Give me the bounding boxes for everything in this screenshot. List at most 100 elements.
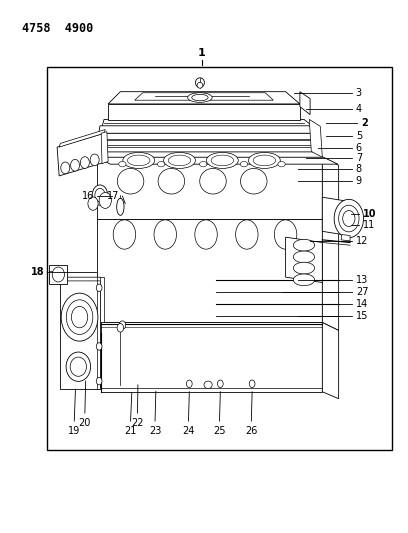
Polygon shape xyxy=(322,219,339,330)
Polygon shape xyxy=(341,235,350,241)
Ellipse shape xyxy=(293,262,315,274)
Polygon shape xyxy=(99,140,319,145)
Ellipse shape xyxy=(66,300,93,335)
Ellipse shape xyxy=(71,306,88,328)
Ellipse shape xyxy=(204,381,212,389)
Polygon shape xyxy=(57,133,105,176)
Text: 5: 5 xyxy=(356,131,362,141)
Polygon shape xyxy=(60,277,104,281)
Text: 12: 12 xyxy=(356,236,368,246)
Polygon shape xyxy=(49,265,67,284)
Ellipse shape xyxy=(123,152,155,168)
Polygon shape xyxy=(97,157,338,164)
Ellipse shape xyxy=(90,154,99,166)
Text: 19: 19 xyxy=(68,426,80,437)
Polygon shape xyxy=(102,119,313,127)
Text: 3: 3 xyxy=(356,88,362,98)
Text: 1: 1 xyxy=(198,47,206,58)
Text: 2: 2 xyxy=(361,118,368,127)
Ellipse shape xyxy=(195,220,217,249)
Text: 16: 16 xyxy=(82,191,94,201)
Text: 21: 21 xyxy=(124,426,137,437)
Ellipse shape xyxy=(119,161,126,167)
Polygon shape xyxy=(322,322,339,399)
Text: 11: 11 xyxy=(363,221,375,230)
Ellipse shape xyxy=(241,168,267,194)
Ellipse shape xyxy=(211,155,233,166)
Ellipse shape xyxy=(200,161,207,167)
Text: 15: 15 xyxy=(356,311,368,320)
Ellipse shape xyxy=(206,152,238,168)
Ellipse shape xyxy=(186,380,192,387)
Ellipse shape xyxy=(118,168,144,194)
Ellipse shape xyxy=(200,168,226,194)
Polygon shape xyxy=(97,219,322,322)
Ellipse shape xyxy=(117,324,124,332)
Ellipse shape xyxy=(95,188,105,201)
Ellipse shape xyxy=(192,94,208,101)
Text: 27: 27 xyxy=(356,287,368,297)
Ellipse shape xyxy=(188,93,212,102)
Text: 23: 23 xyxy=(149,426,161,437)
Text: 18: 18 xyxy=(31,267,45,277)
Text: 14: 14 xyxy=(356,299,368,309)
Ellipse shape xyxy=(248,152,280,168)
Ellipse shape xyxy=(293,239,315,251)
Text: 4758  4900: 4758 4900 xyxy=(22,22,94,35)
Polygon shape xyxy=(309,119,322,157)
Text: 13: 13 xyxy=(356,276,368,285)
Ellipse shape xyxy=(293,251,315,263)
Ellipse shape xyxy=(236,220,258,249)
Ellipse shape xyxy=(249,380,255,387)
Ellipse shape xyxy=(253,155,276,166)
Ellipse shape xyxy=(339,205,359,232)
Ellipse shape xyxy=(334,199,364,238)
Text: 24: 24 xyxy=(182,426,195,437)
Ellipse shape xyxy=(96,284,102,292)
Ellipse shape xyxy=(80,157,89,168)
Polygon shape xyxy=(60,277,100,389)
Polygon shape xyxy=(101,132,108,164)
Ellipse shape xyxy=(70,357,86,376)
Text: 20: 20 xyxy=(79,418,91,429)
Ellipse shape xyxy=(278,161,285,167)
Ellipse shape xyxy=(164,152,195,168)
Ellipse shape xyxy=(127,155,150,166)
Ellipse shape xyxy=(117,198,124,215)
Polygon shape xyxy=(99,126,319,133)
Ellipse shape xyxy=(217,380,223,387)
Ellipse shape xyxy=(52,267,64,282)
Ellipse shape xyxy=(195,78,204,87)
Text: 7: 7 xyxy=(356,154,362,163)
Ellipse shape xyxy=(240,161,248,167)
Text: 25: 25 xyxy=(213,426,226,437)
Polygon shape xyxy=(99,133,319,139)
Ellipse shape xyxy=(96,377,102,385)
Text: 4: 4 xyxy=(356,104,362,114)
Polygon shape xyxy=(300,92,310,115)
Ellipse shape xyxy=(154,220,177,249)
Bar xyxy=(47,67,392,450)
Ellipse shape xyxy=(88,197,98,211)
Polygon shape xyxy=(135,93,273,100)
Polygon shape xyxy=(322,157,339,227)
Ellipse shape xyxy=(293,274,315,286)
Polygon shape xyxy=(100,277,104,322)
Ellipse shape xyxy=(113,220,135,249)
Ellipse shape xyxy=(96,343,102,350)
Ellipse shape xyxy=(169,155,191,166)
Ellipse shape xyxy=(197,83,203,88)
Ellipse shape xyxy=(274,220,297,249)
Ellipse shape xyxy=(71,159,80,171)
Text: 22: 22 xyxy=(131,418,144,429)
Polygon shape xyxy=(108,92,300,104)
Polygon shape xyxy=(59,130,105,147)
Text: 10: 10 xyxy=(363,209,377,219)
Ellipse shape xyxy=(92,185,108,205)
Ellipse shape xyxy=(66,352,91,382)
Polygon shape xyxy=(286,237,322,282)
Ellipse shape xyxy=(99,192,111,208)
Text: 9: 9 xyxy=(356,176,362,186)
Text: 8: 8 xyxy=(356,165,362,174)
Ellipse shape xyxy=(157,161,165,167)
